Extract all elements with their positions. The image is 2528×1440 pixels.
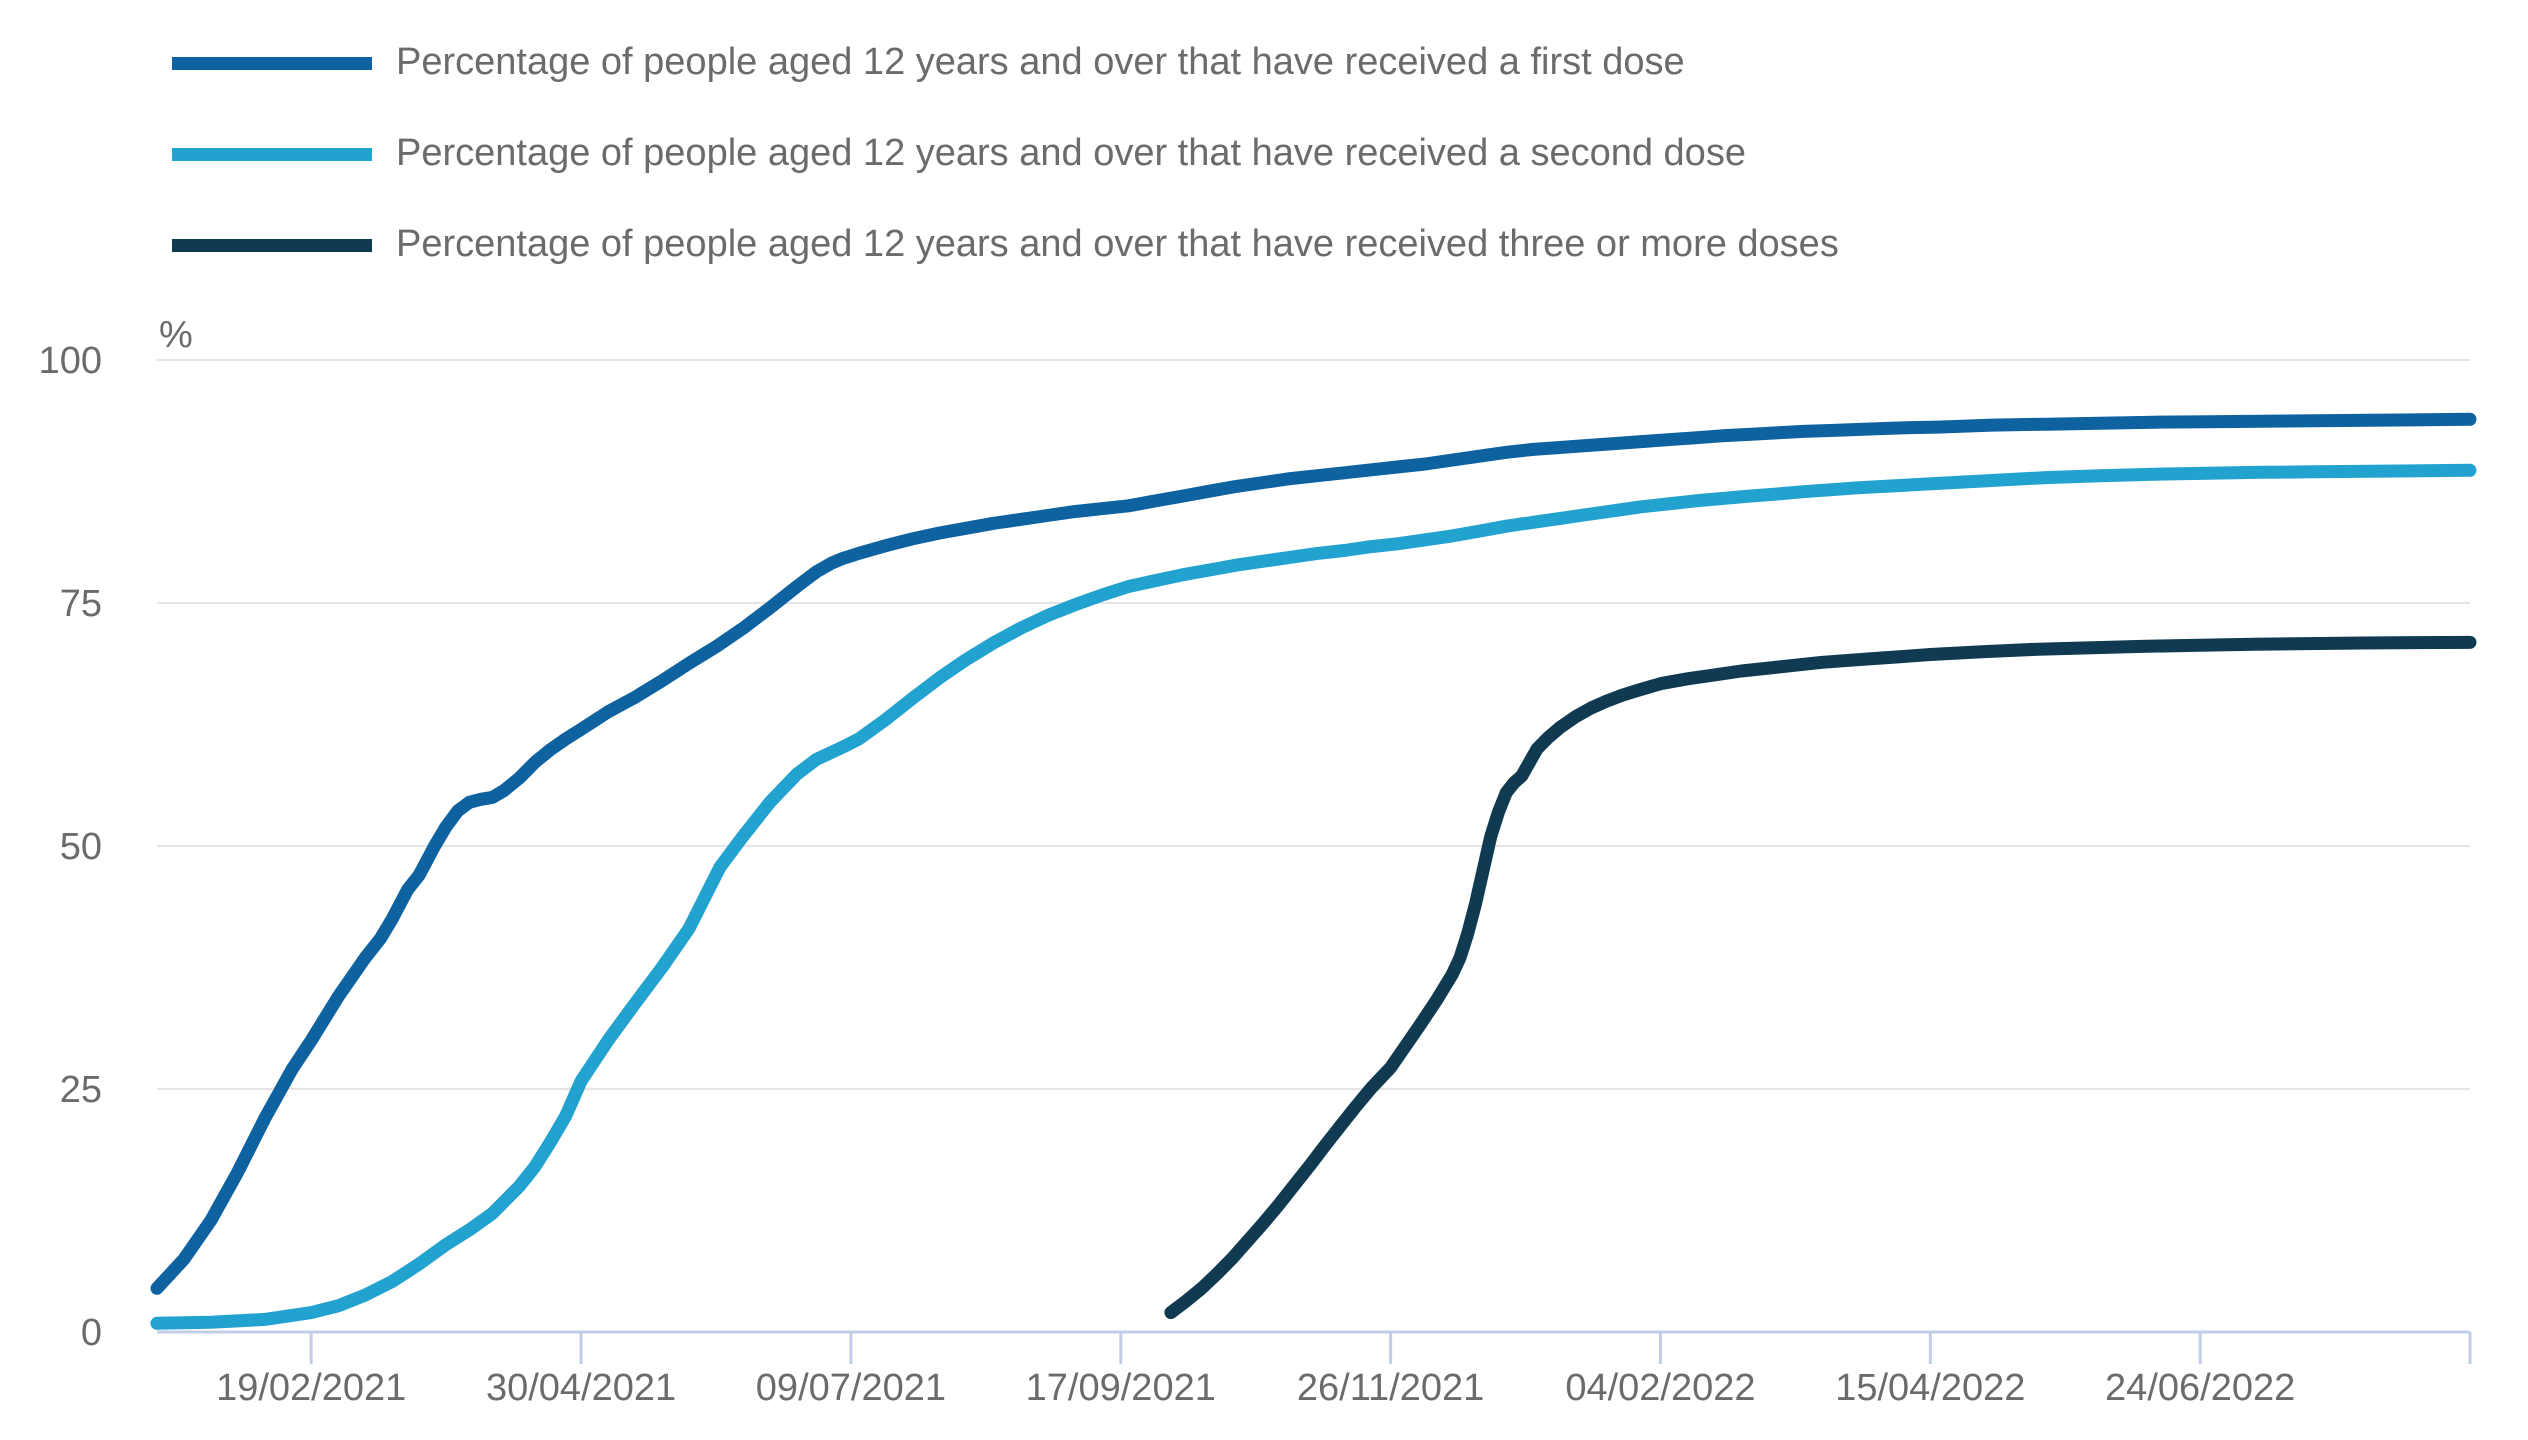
y-axis-unit-label: % xyxy=(159,314,193,356)
legend-swatch-first-dose xyxy=(172,56,372,70)
x-tick-label-24/06/2022: 24/06/2022 xyxy=(2105,1367,2295,1409)
x-tick-label-15/04/2022: 15/04/2022 xyxy=(1835,1367,2025,1409)
x-tick-label-09/07/2021: 09/07/2021 xyxy=(756,1367,946,1409)
x-tick-label-19/02/2021: 19/02/2021 xyxy=(216,1367,406,1409)
legend-label-three-or-more-doses: Percentage of people aged 12 years and o… xyxy=(396,223,1839,266)
first-dose-line[interactable] xyxy=(150,412,2477,1295)
y-tick-label-100: 100 xyxy=(39,340,102,382)
legend-label-first-dose: Percentage of people aged 12 years and o… xyxy=(396,41,1685,84)
legend-swatch-second-dose xyxy=(172,147,372,161)
legend-item-first-dose[interactable]: Percentage of people aged 12 years and o… xyxy=(172,26,1839,100)
y-tick-label-50: 50 xyxy=(60,826,102,868)
chart-legend: Percentage of people aged 12 years and o… xyxy=(172,26,1839,299)
second-dose-line[interactable] xyxy=(150,463,2477,1330)
legend-label-second-dose: Percentage of people aged 12 years and o… xyxy=(396,132,1746,175)
y-tick-label-75: 75 xyxy=(60,583,102,625)
legend-item-second-dose[interactable]: Percentage of people aged 12 years and o… xyxy=(172,117,1839,191)
x-tick-label-04/02/2022: 04/02/2022 xyxy=(1565,1367,1755,1409)
y-tick-label-25: 25 xyxy=(60,1069,102,1111)
y-tick-label-0: 0 xyxy=(81,1312,102,1354)
three-or-more-doses-line[interactable] xyxy=(1164,635,2477,1320)
x-tick-label-30/04/2021: 30/04/2021 xyxy=(486,1367,676,1409)
legend-item-three-or-more-doses[interactable]: Percentage of people aged 12 years and o… xyxy=(172,208,1839,282)
x-tick-label-26/11/2021: 26/11/2021 xyxy=(1297,1367,1484,1409)
x-tick-label-17/09/2021: 17/09/2021 xyxy=(1026,1367,1216,1409)
legend-swatch-three-or-more-doses xyxy=(172,238,372,252)
